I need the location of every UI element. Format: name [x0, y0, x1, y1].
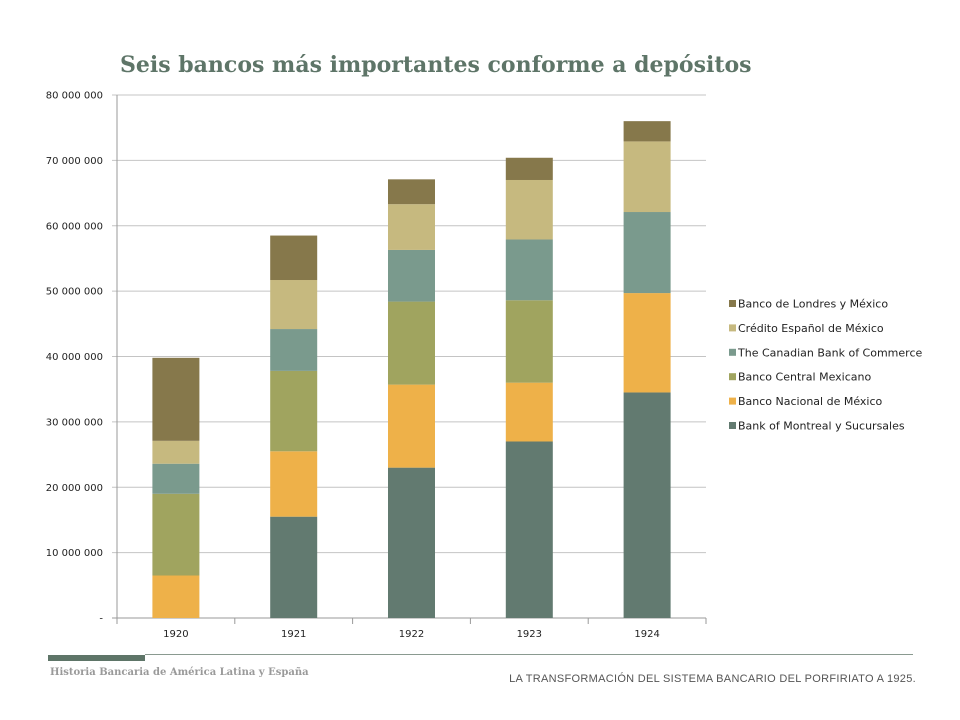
bar-segment [623, 141, 671, 213]
legend-label: Banco Central Mexicano [738, 371, 871, 384]
bar-segment [505, 382, 553, 442]
bar-segment [505, 441, 553, 618]
legend-label: The Canadian Bank of Commerce [737, 346, 922, 359]
legend-swatch [729, 373, 736, 381]
y-tick-label: 50 000 000 [46, 287, 103, 298]
bar-segment [152, 493, 200, 576]
bar-segment [152, 357, 200, 441]
bar-segment [388, 467, 435, 618]
x-tick-label: 1923 [517, 629, 542, 640]
legend-swatch [729, 397, 736, 405]
x-tick-label: 1922 [399, 629, 424, 640]
bar-segment [270, 329, 318, 371]
bar-segment [505, 157, 553, 180]
footer-accent-bar [48, 655, 145, 661]
legend-label: Bank of Montreal y Sucursales [738, 420, 905, 433]
y-tick-label: - [99, 614, 103, 625]
footer-divider [145, 654, 913, 655]
bar-segment [388, 301, 435, 385]
bar-segment [152, 463, 200, 494]
legend-label: Crédito Español de México [738, 322, 884, 335]
x-tick-label: 1924 [634, 629, 659, 640]
bar-segment [505, 239, 553, 301]
bar-segment [623, 212, 671, 294]
y-tick-label: 10 000 000 [46, 548, 103, 559]
bar-segment [270, 235, 318, 281]
bar-segment [388, 384, 435, 468]
x-tick-label: 1920 [163, 629, 188, 640]
y-tick-label: 20 000 000 [46, 483, 103, 494]
bar-segment [505, 300, 553, 383]
stacked-bar-chart: - 10 000 000 20 000 000 30 000 000 40 000 00… [46, 91, 923, 641]
bar-segment [388, 179, 435, 205]
bar-segment [270, 451, 318, 517]
y-tick-label: 30 000 000 [46, 417, 103, 428]
chart-title: Seis bancos más importantes conforme a d… [120, 52, 752, 78]
bar-segment [270, 516, 318, 618]
bar-segment [152, 440, 200, 464]
legend-label: Banco Nacional de México [738, 395, 883, 408]
legend-swatch [729, 324, 736, 332]
bar-segment [270, 280, 318, 330]
bar-segment [623, 392, 671, 618]
y-tick-label: 80 000 000 [46, 91, 103, 102]
legend-swatch [729, 348, 736, 356]
bar-segment [270, 370, 318, 452]
bar-segment [623, 121, 671, 142]
bar-segment [388, 249, 435, 302]
y-tick-label: 60 000 000 [46, 221, 103, 232]
legend-swatch [729, 422, 736, 429]
x-tick-label: 1921 [281, 629, 306, 640]
bar-segment [388, 204, 435, 250]
bar-segment [152, 575, 200, 618]
bar-segment [623, 293, 671, 393]
bar-segment [505, 179, 553, 240]
footer-left-text: Historia Bancaria de América Latina y Es… [50, 667, 309, 678]
y-tick-label: 70 000 000 [46, 156, 103, 167]
footer-right-text: LA TRANSFORMACIÓN DEL SISTEMA BANCARIO D… [509, 673, 916, 685]
legend-label: Banco de Londres y México [738, 298, 888, 311]
legend-swatch [729, 300, 736, 307]
y-tick-label: 40 000 000 [46, 352, 103, 363]
